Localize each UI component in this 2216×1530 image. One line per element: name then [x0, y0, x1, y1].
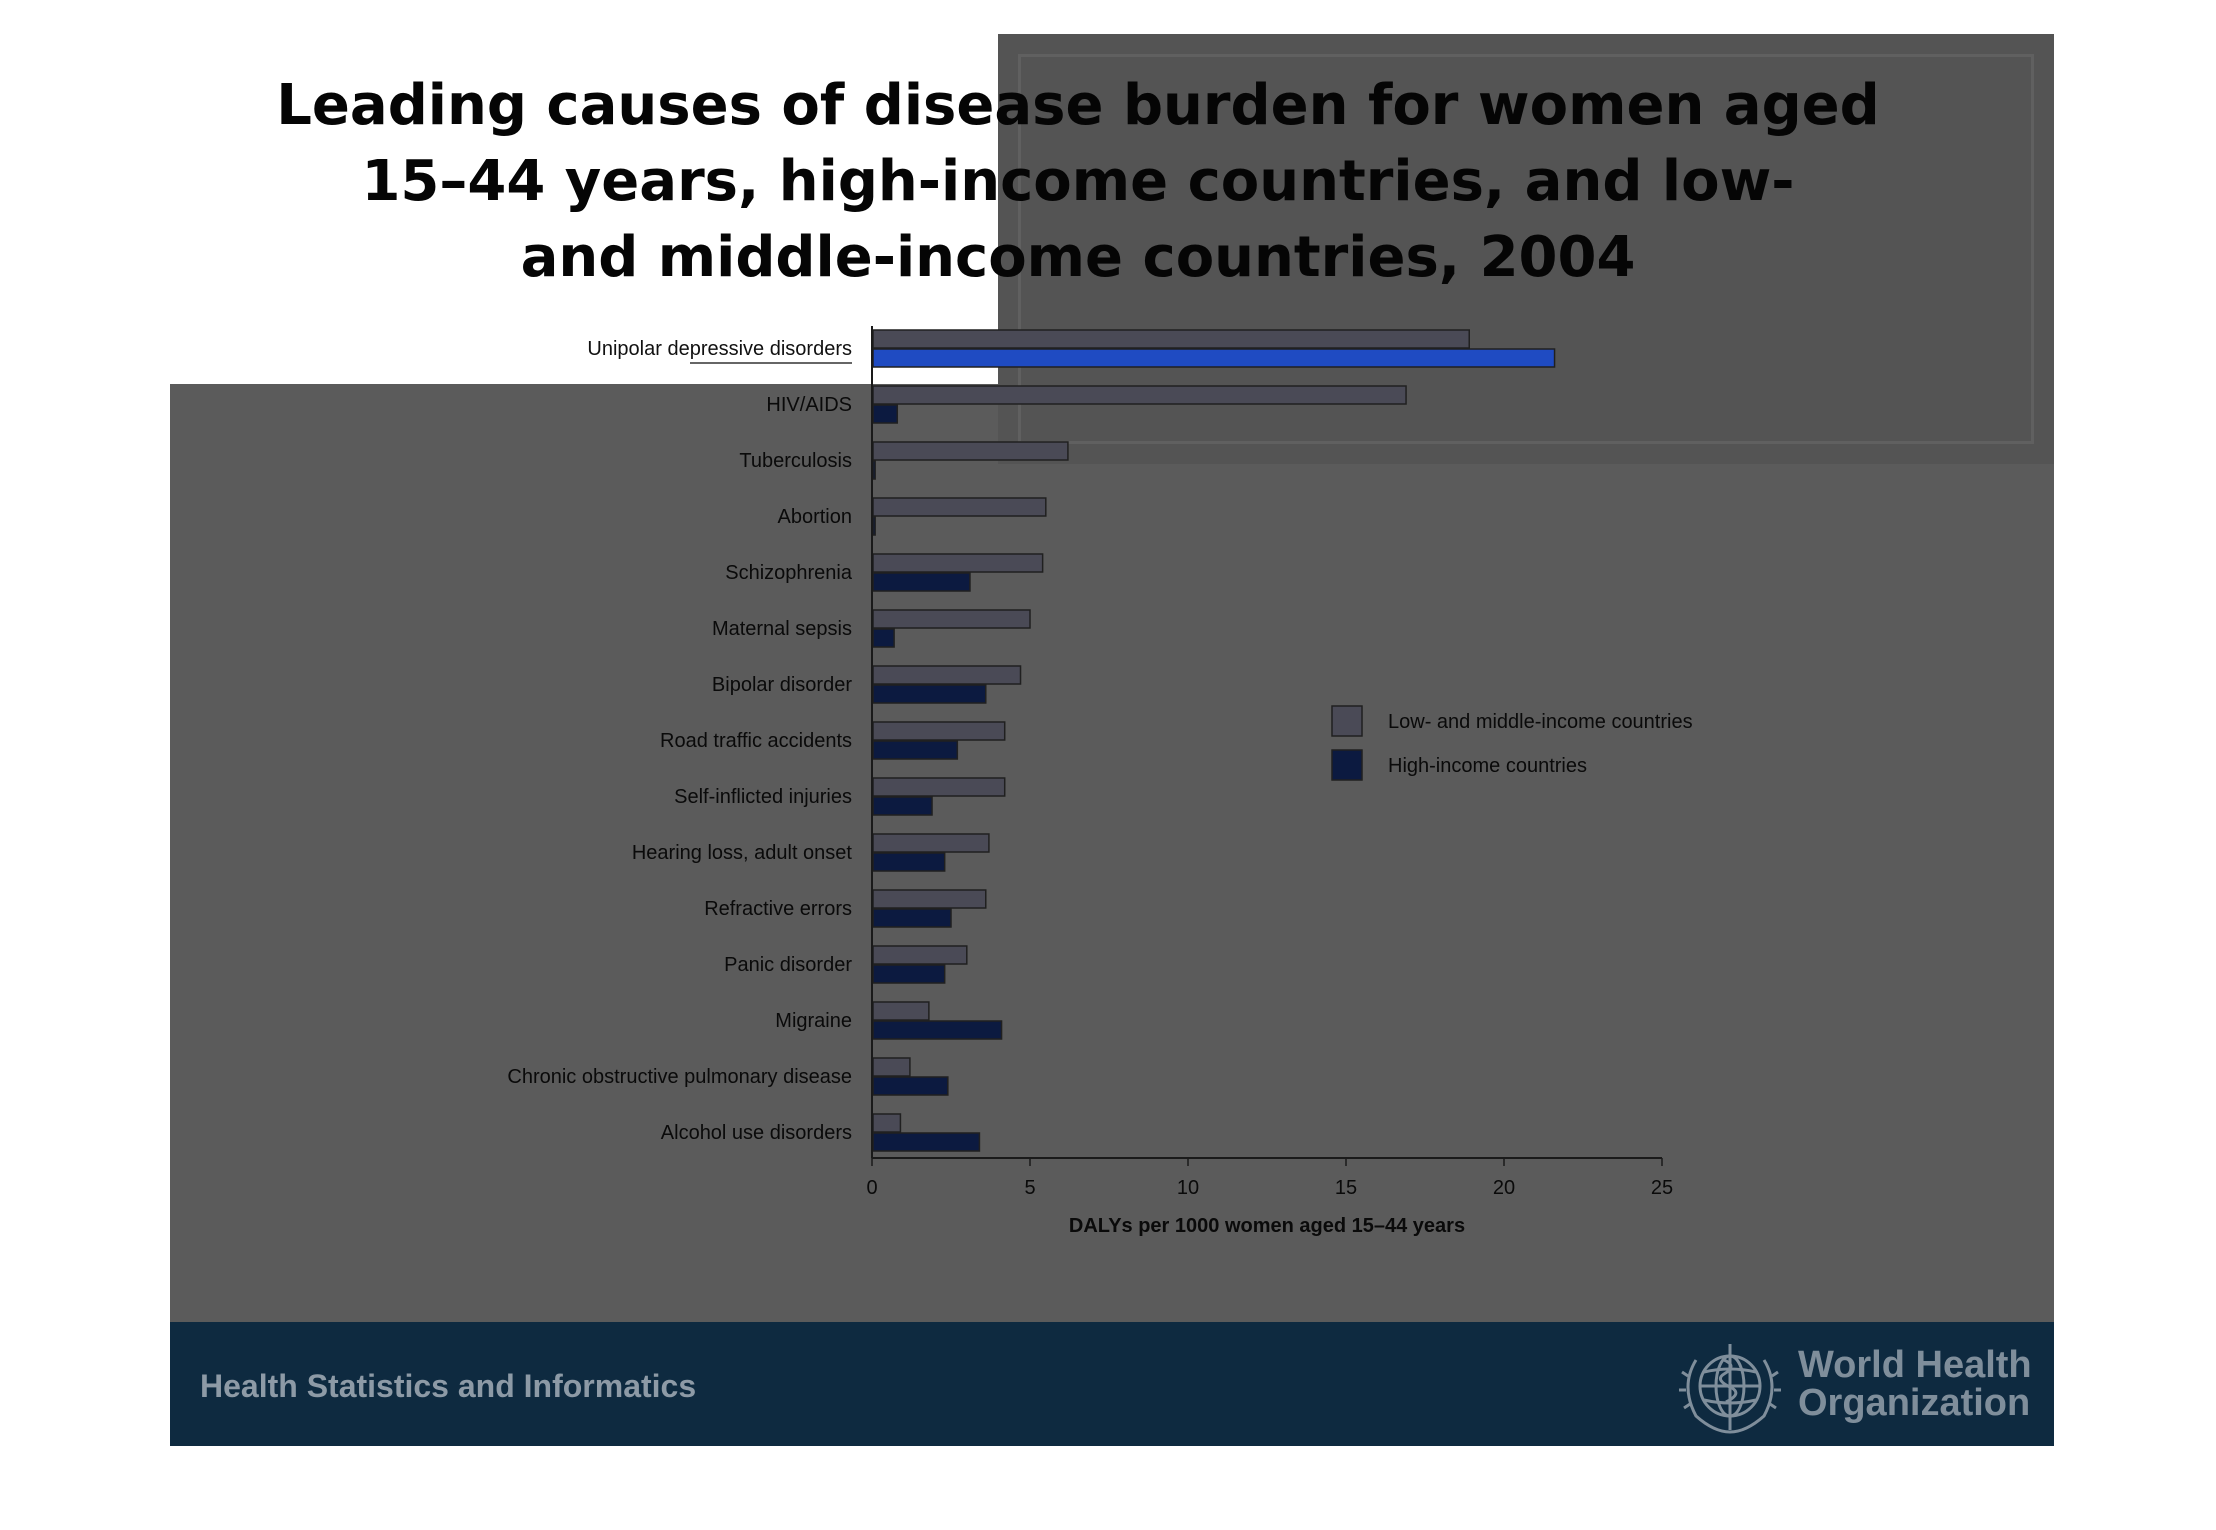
- category-label: HIV/AIDS: [766, 394, 852, 416]
- bar-high-income: [872, 740, 959, 760]
- x-tick-label: 25: [1651, 1177, 1673, 1199]
- bar-low-middle-income: [872, 441, 1069, 461]
- bar-high-income: [872, 348, 1556, 368]
- bar-high-income: [872, 796, 933, 816]
- bar-high-income: [872, 628, 895, 648]
- bar-low-middle-income: [872, 609, 1031, 629]
- x-tick-label: 20: [1493, 1177, 1515, 1199]
- bar-high-income: [872, 1020, 1003, 1040]
- footer-bar: [170, 1322, 2054, 1446]
- x-tick-label: 0: [866, 1177, 877, 1199]
- x-tick-label: 15: [1335, 1177, 1357, 1199]
- bar-low-middle-income: [872, 889, 987, 909]
- category-label: Unipolar depressive disorders: [587, 338, 852, 360]
- x-tick-label: 5: [1024, 1177, 1035, 1199]
- category-label: Road traffic accidents: [660, 730, 852, 752]
- bar-high-income: [872, 852, 946, 872]
- bar-high-income: [872, 404, 899, 424]
- category-label: Maternal sepsis: [712, 618, 852, 640]
- bar-low-middle-income: [872, 385, 1407, 405]
- bar-high-income: [872, 460, 876, 480]
- bar-low-middle-income: [872, 497, 1047, 517]
- bar-low-middle-income: [872, 553, 1044, 573]
- x-tick-label: 10: [1177, 1177, 1199, 1199]
- slide-corner-frame: [1018, 54, 2034, 444]
- legend-swatch: [1331, 705, 1363, 737]
- bar-low-middle-income: [872, 833, 990, 853]
- chart-title-line-1: Leading causes of disease burden for wom…: [276, 73, 1880, 138]
- category-label: Panic disorder: [724, 954, 852, 976]
- chart-title-line-3: and middle-income countries, 2004: [520, 225, 1636, 290]
- category-label: Chronic obstructive pulmonary disease: [507, 1066, 852, 1088]
- bar-low-middle-income: [872, 1113, 902, 1133]
- category-label: Self-inflicted injuries: [674, 786, 852, 808]
- chart-title: Leading causes of disease burden for wom…: [170, 68, 1986, 296]
- category-label: Tuberculosis: [739, 450, 852, 472]
- bar-high-income: [872, 1076, 949, 1096]
- category-label: Hearing loss, adult onset: [632, 842, 853, 864]
- footer-text: Health Statistics and Informatics: [200, 1368, 697, 1404]
- bar-low-middle-income: [872, 945, 968, 965]
- category-label: Abortion: [778, 506, 853, 528]
- legend-swatch: [1331, 749, 1363, 781]
- bar-high-income: [872, 516, 876, 536]
- who-wordmark: World Health Organization: [1798, 1346, 2032, 1422]
- chart-title-line-2: 15–44 years, high-income countries, and …: [361, 149, 1795, 214]
- who-wordmark-line-1: World Health: [1798, 1344, 2032, 1386]
- legend-label: High-income countries: [1388, 755, 1587, 777]
- bar-high-income: [872, 572, 971, 592]
- category-label: Schizophrenia: [725, 562, 853, 584]
- bar-low-middle-income: [872, 1057, 911, 1077]
- bar-low-middle-income: [872, 329, 1470, 349]
- bar-low-middle-income: [872, 721, 1006, 741]
- bar-high-income: [872, 684, 987, 704]
- category-label: Refractive errors: [704, 898, 852, 920]
- bar-high-income: [872, 1132, 981, 1152]
- bar-high-income: [872, 908, 952, 928]
- category-label: Bipolar disorder: [712, 674, 852, 696]
- who-emblem-icon: [1679, 1344, 1781, 1434]
- bar-low-middle-income: [872, 777, 1006, 797]
- category-label: Alcohol use disorders: [661, 1122, 852, 1144]
- who-wordmark-line-2: Organization: [1798, 1382, 2031, 1424]
- category-label: Migraine: [775, 1010, 852, 1032]
- x-axis-title: DALYs per 1000 women aged 15–44 years: [1069, 1215, 1465, 1237]
- bar-high-income: [872, 964, 946, 984]
- legend-label: Low- and middle-income countries: [1388, 711, 1693, 733]
- bar-low-middle-income: [872, 1001, 930, 1021]
- bar-low-middle-income: [872, 665, 1022, 685]
